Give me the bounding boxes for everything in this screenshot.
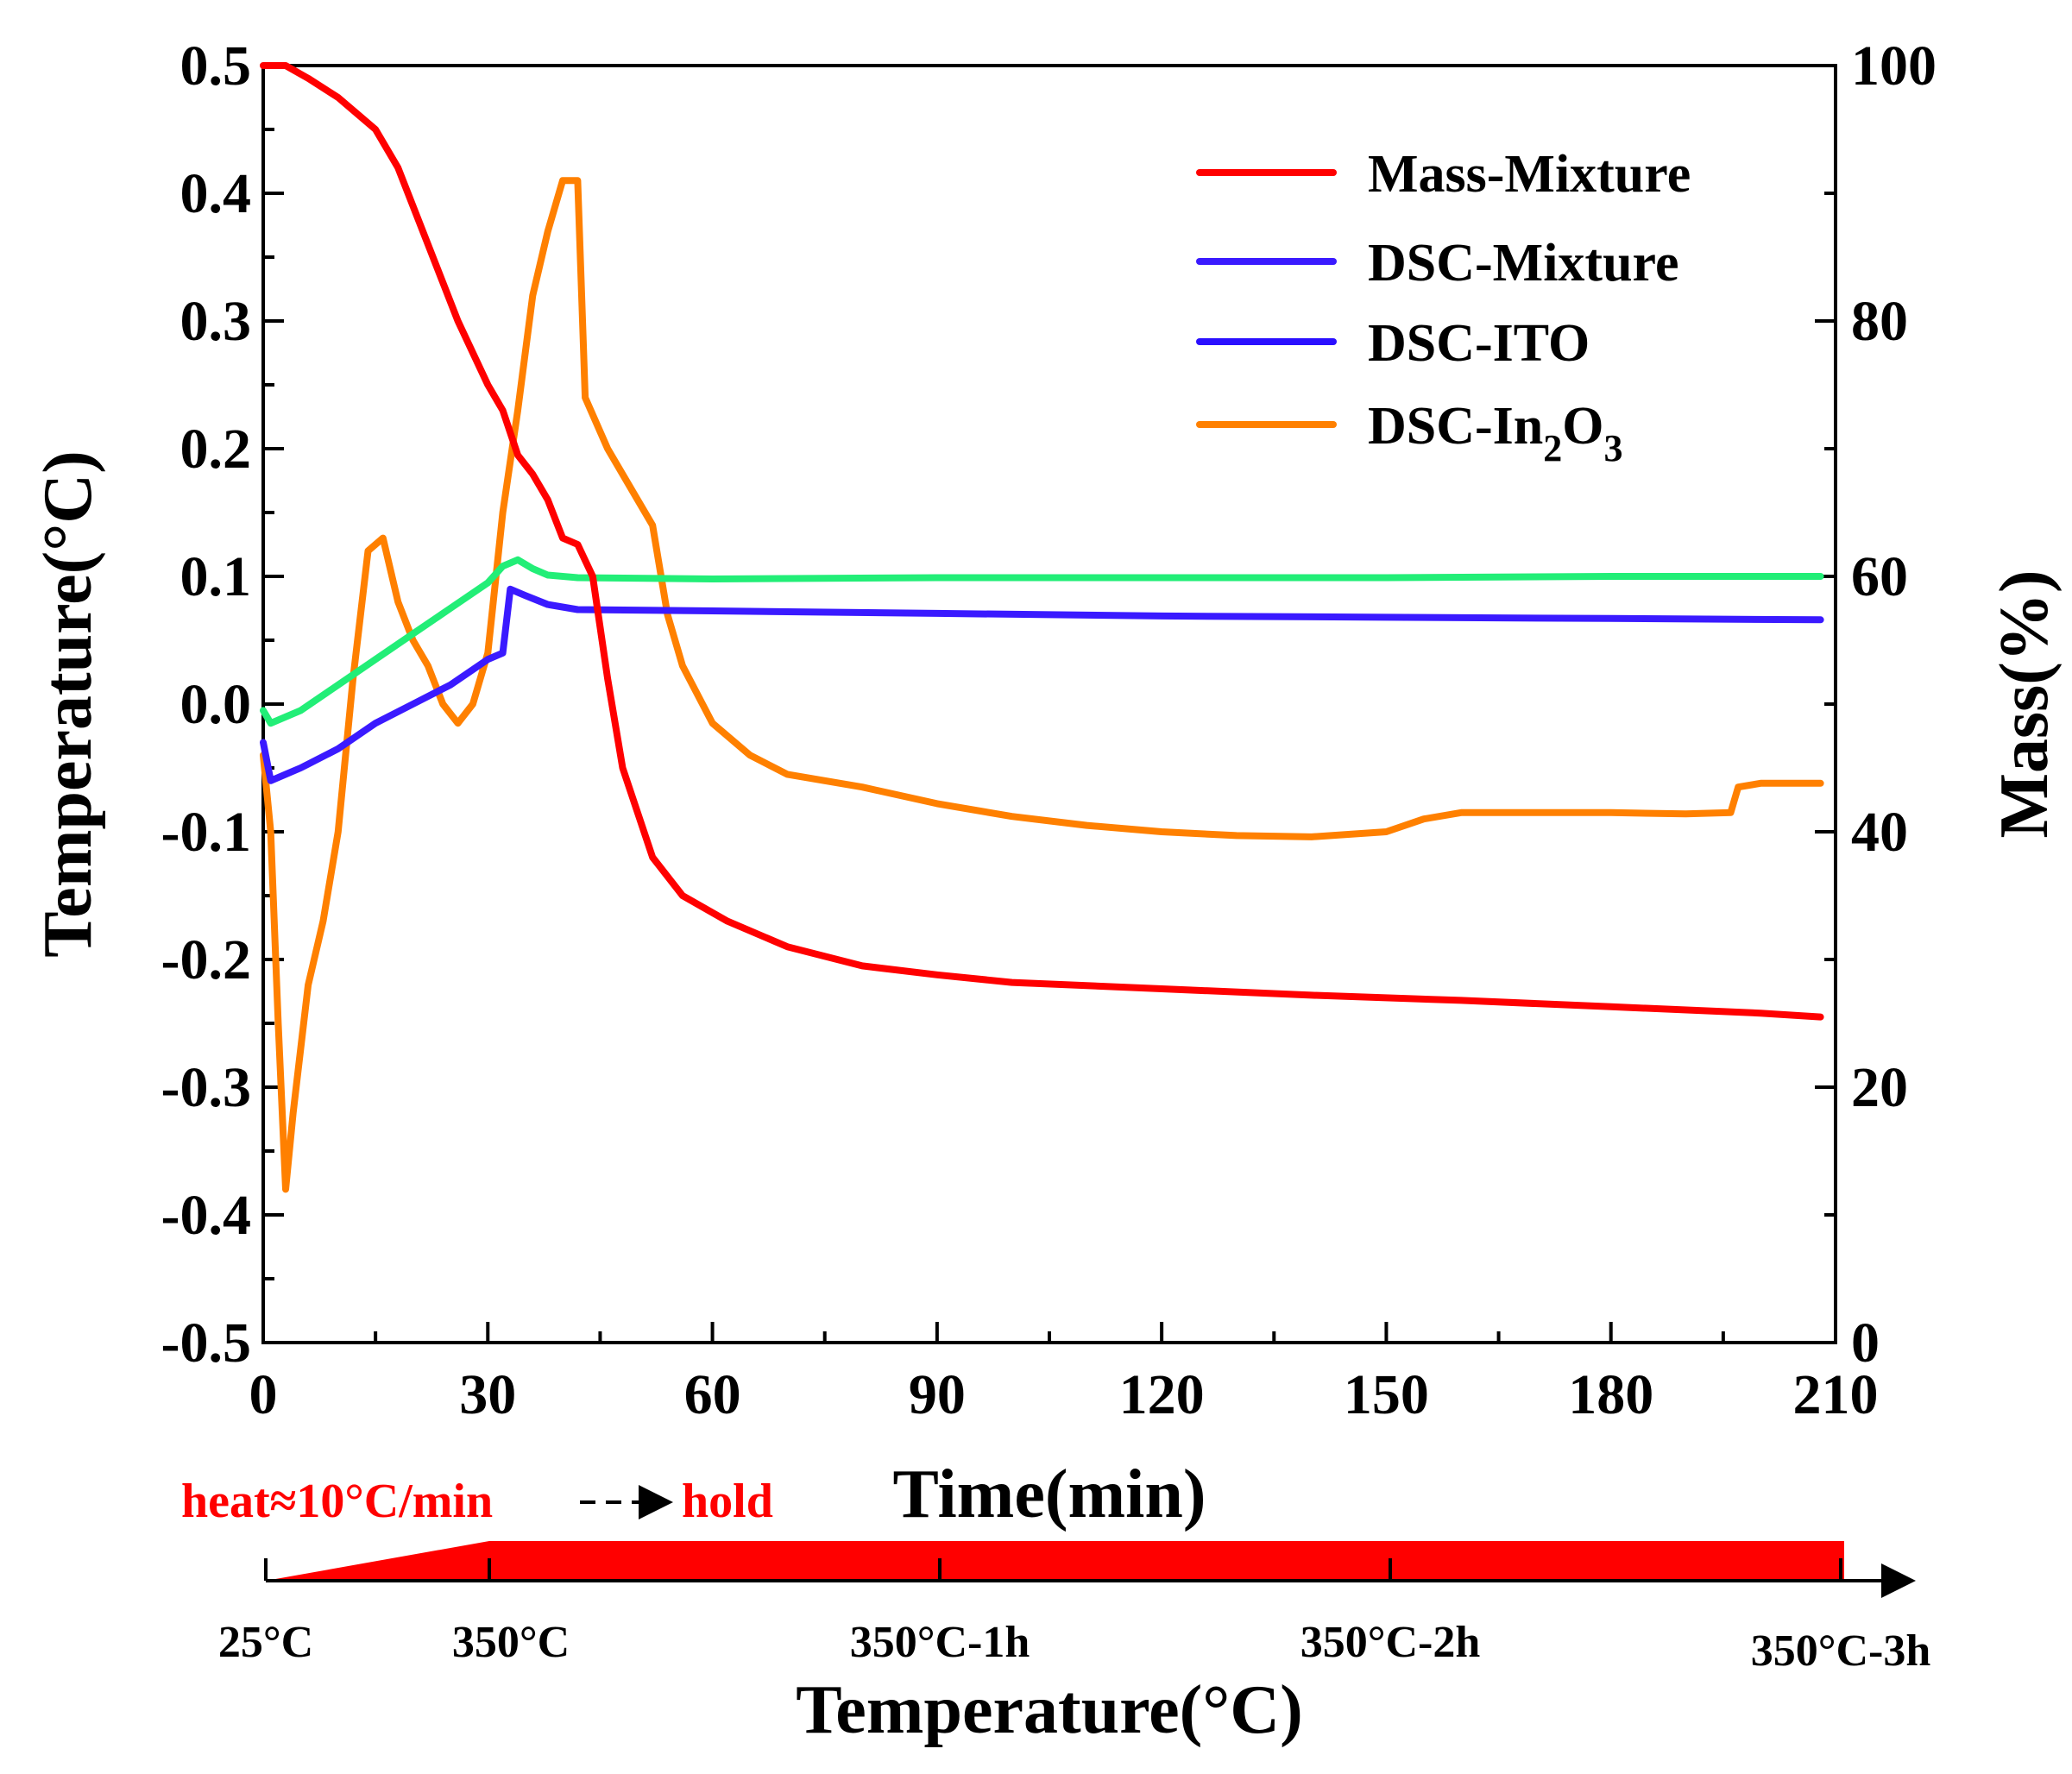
legend-label-dsc-in2o3: DSC-In2O3 (1368, 397, 1623, 469)
series-line-mass-mixture (260, 62, 1824, 1021)
legend-label-dsc-ito: DSC-ITO (1368, 314, 1590, 373)
y-left-tick-label: 0.5 (180, 35, 252, 98)
program-label-25c: 25°C (218, 1618, 313, 1667)
x-axis-ticks: 0 30 60 90 120 150 180 210 (249, 1322, 1879, 1426)
y-right-axis-title: Mass(%) (1987, 569, 2063, 838)
x-tick-label: 30 (459, 1363, 516, 1426)
y-left-axis-ticks: -0.5 -0.4 -0.3 -0.2 -0.1 0.0 0.1 0.2 0.3 0.4 0.5 (161, 35, 284, 1375)
y-left-tick-label: 0.2 (180, 418, 252, 481)
bottom-axis-title: Temperature(°C) (796, 1672, 1302, 1748)
heat-rate-label: heat≈10°C/min (181, 1475, 493, 1528)
x-tick-label: 150 (1344, 1363, 1429, 1426)
program-label-350c-3h: 350°C-3h (1751, 1626, 1931, 1676)
y-right-tick-label: 0 (1851, 1312, 1880, 1375)
y-right-tick-label: 60 (1851, 545, 1908, 608)
legend: Mass-Mixture DSC-Mixture DSC-ITO DSC-In2… (1196, 145, 1691, 469)
y-left-tick-label: -0.1 (161, 801, 251, 864)
x-axis-title: Time(min) (893, 1456, 1206, 1532)
y-right-tick-label: 40 (1851, 801, 1908, 864)
series-layer (260, 62, 1824, 1193)
y-left-tick-label: 0.0 (180, 673, 252, 736)
y-left-axis-title: Temperature(°C) (30, 450, 106, 957)
legend-label-mass-mixture: Mass-Mixture (1368, 145, 1691, 204)
series-line-dsc-in2o3 (260, 177, 1824, 1193)
y-left-tick-label: 0.3 (180, 290, 252, 353)
y-left-tick-label: 0.1 (180, 545, 252, 608)
hold-label: hold (682, 1475, 773, 1528)
x-tick-label: 60 (684, 1363, 741, 1426)
y-left-tick-label: -0.4 (161, 1184, 251, 1247)
x-tick-label: 180 (1568, 1363, 1653, 1426)
series-line-dsc-mixture (260, 585, 1824, 784)
y-right-tick-label: 80 (1851, 290, 1908, 353)
y-right-tick-label: 100 (1851, 35, 1937, 98)
hold-bar (489, 1541, 1844, 1581)
program-label-350c-2h: 350°C-2h (1301, 1618, 1481, 1667)
y-left-tick-label: -0.5 (161, 1312, 251, 1375)
program-label-350c-1h: 350°C-1h (850, 1618, 1030, 1667)
y-right-tick-label: 20 (1851, 1056, 1908, 1119)
y-right-axis-ticks: 0 20 40 60 80 100 (1815, 35, 1937, 1375)
y-left-tick-label: 0.4 (180, 162, 252, 225)
program-label-350c: 350°C (452, 1618, 570, 1667)
x-tick-label: 90 (909, 1363, 966, 1426)
legend-label-dsc-mixture: DSC-Mixture (1368, 234, 1678, 293)
series-line-dsc-ito (260, 556, 1824, 727)
x-tick-label: 0 (249, 1363, 278, 1426)
y-left-tick-label: -0.3 (161, 1056, 251, 1119)
x-tick-label: 210 (1793, 1363, 1879, 1426)
heating-ramp-wedge (266, 1541, 489, 1581)
temperature-program: heat≈10°C/min hold 25°C 350°C 350°C-1h 3… (181, 1475, 1930, 1748)
y-left-tick-label: -0.2 (161, 928, 251, 991)
x-tick-label: 120 (1119, 1363, 1205, 1426)
